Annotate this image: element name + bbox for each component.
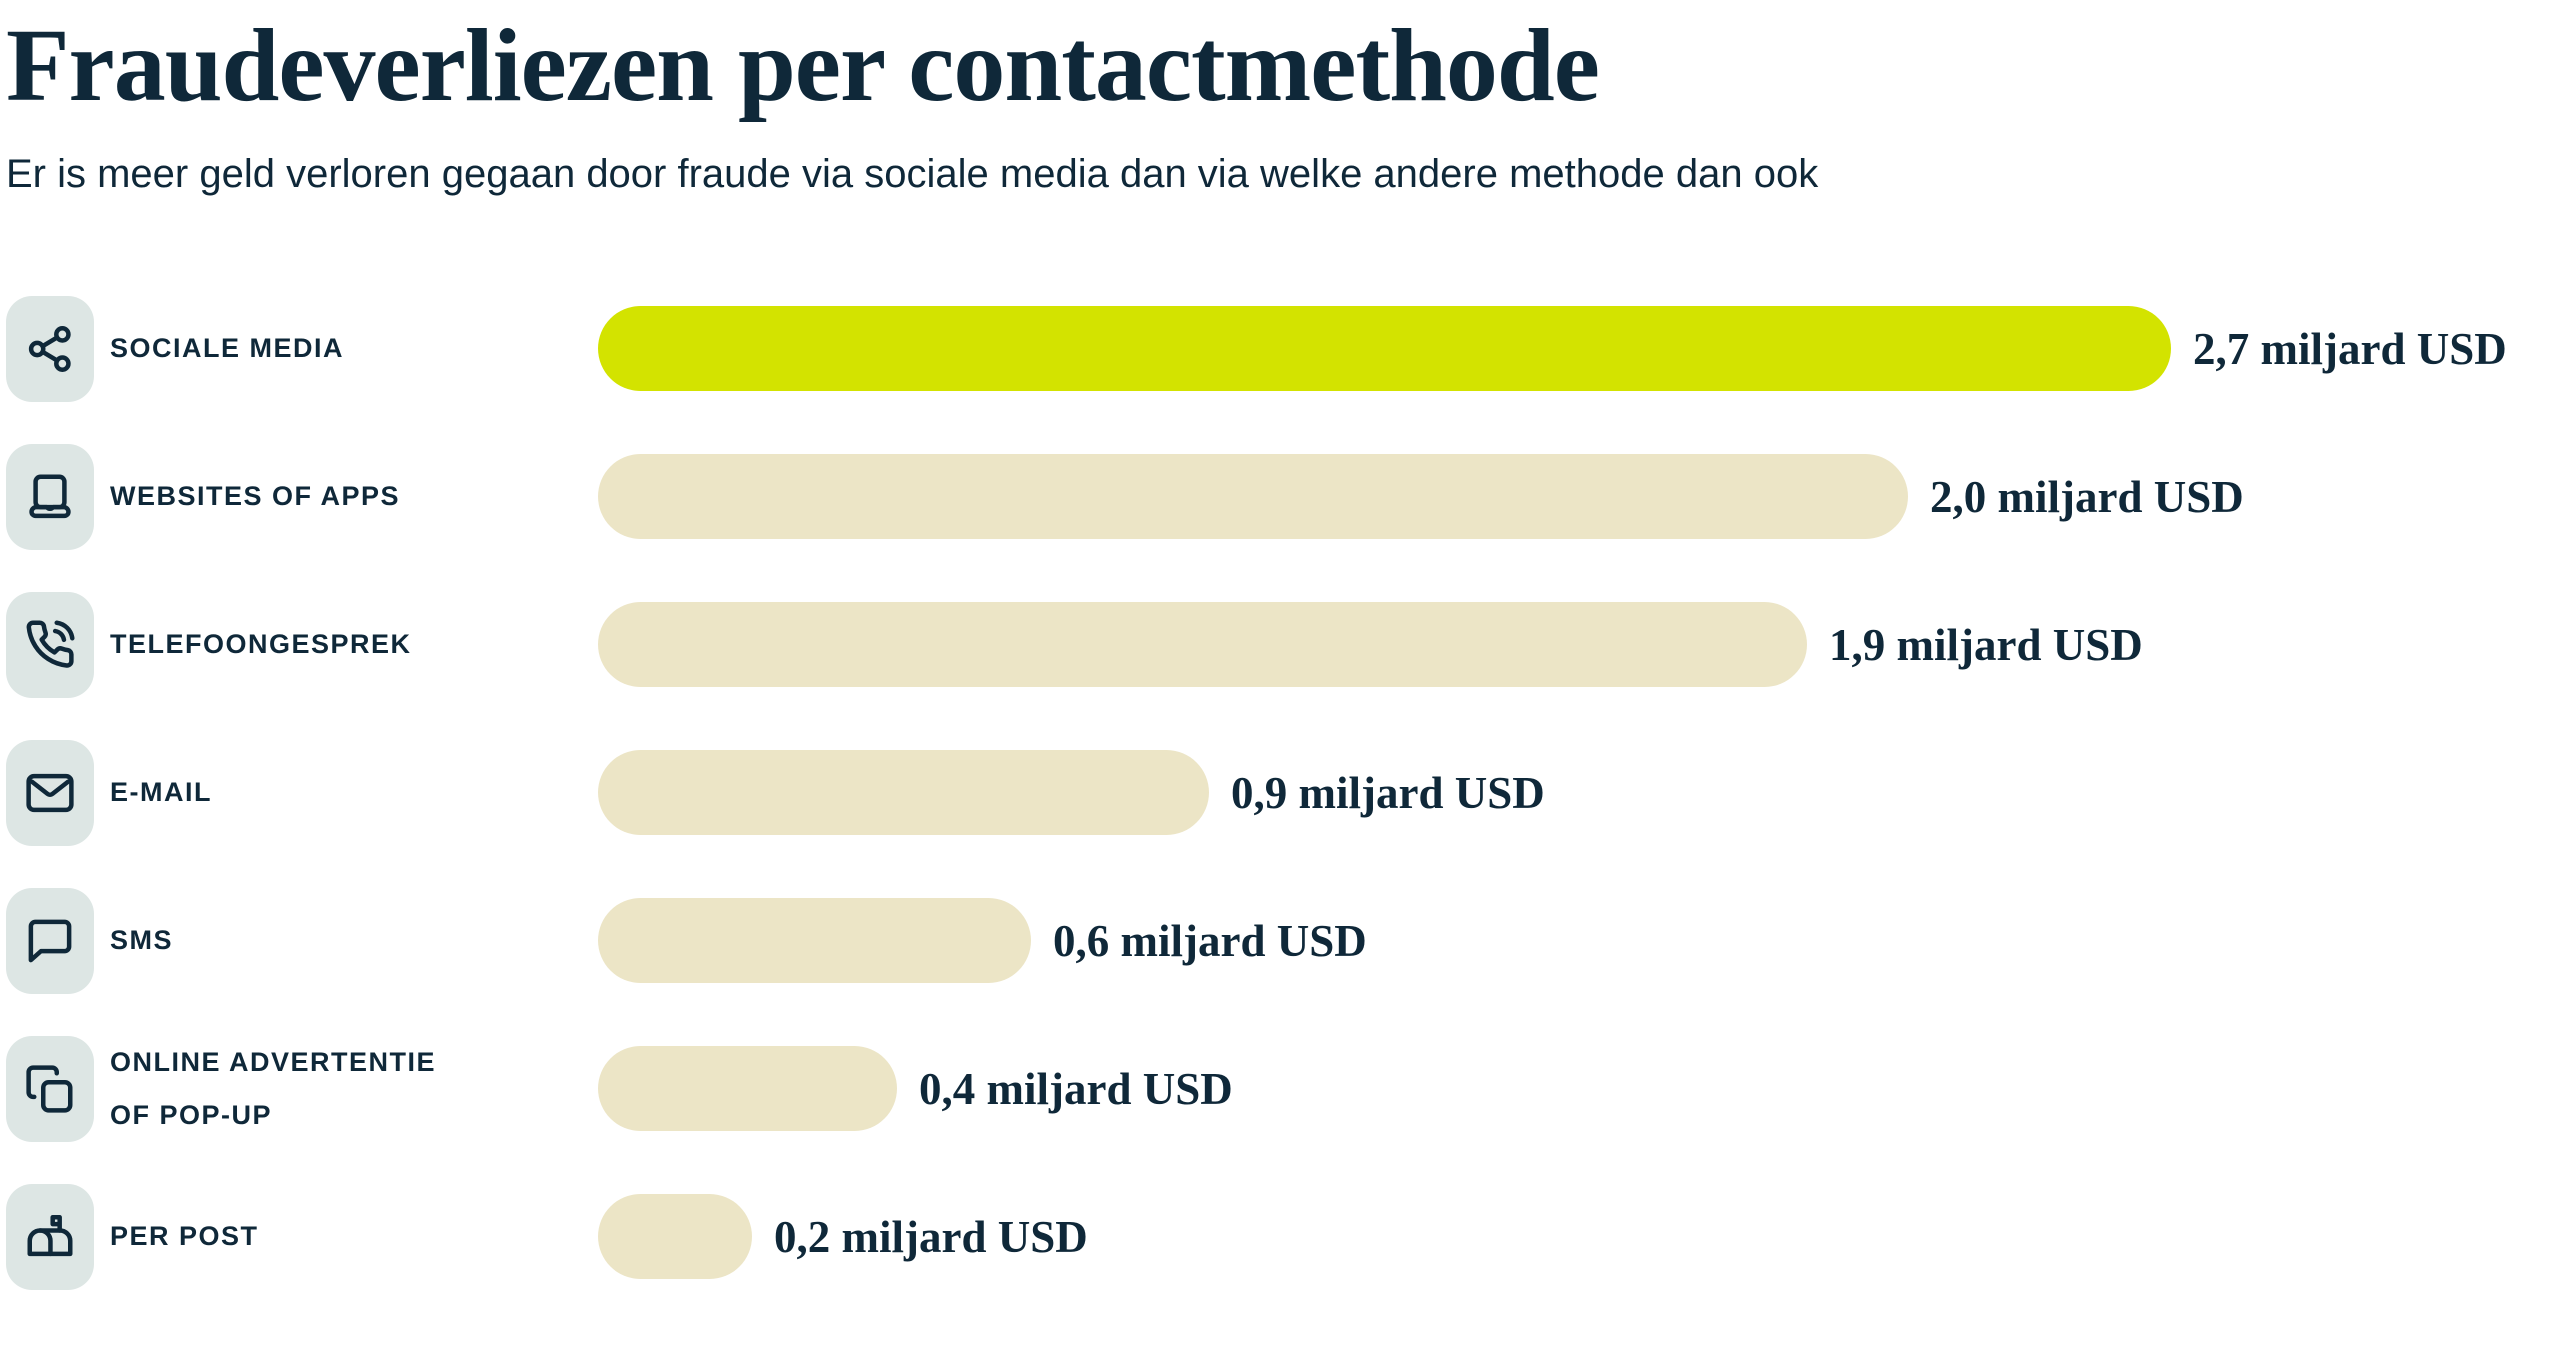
category-icon-chip — [6, 295, 94, 402]
bar-column: 0,9 miljard USD — [598, 750, 1545, 836]
speech-bubble-icon — [28, 919, 72, 962]
category-icon-chip — [6, 1183, 94, 1290]
chart-row-per-post: PER POST 0,2 miljard USD — [6, 1163, 2560, 1311]
category-label: WEBSITES OF APPS — [110, 481, 401, 512]
category-icon-chip — [6, 739, 94, 846]
bar-telefoongesprek — [598, 602, 1807, 688]
category-label-column: PER POST — [94, 1210, 598, 1263]
category-label: PER POST — [110, 1221, 259, 1252]
bar-column: 2,0 miljard USD — [598, 454, 2244, 540]
category-icon-chip — [6, 443, 94, 550]
value-label: 2,7 miljard USD — [2193, 323, 2507, 374]
bar-column: 2,7 miljard USD — [598, 306, 2507, 392]
mailbox-icon — [27, 1214, 73, 1256]
chart-row-e-mail: E-MAIL 0,9 miljard USD — [6, 719, 2560, 867]
value-label: 2,0 miljard USD — [1930, 471, 2244, 522]
category-label-column: E-MAIL — [94, 766, 598, 819]
category-label-column: WEBSITES OF APPS — [94, 470, 598, 523]
laptop-icon — [29, 474, 71, 518]
bar-column: 0,4 miljard USD — [598, 1046, 1233, 1132]
category-label-column: SMS — [94, 914, 598, 967]
bar-column: 0,2 miljard USD — [598, 1194, 1088, 1280]
copy-icon — [26, 1064, 73, 1113]
value-label: 1,9 miljard USD — [1829, 619, 2143, 670]
category-label: ONLINE ADVERTENTIE OF POP-UP — [110, 1046, 437, 1130]
chart-row-online-advertentie: ONLINE ADVERTENTIE OF POP-UP 0,4 miljard… — [6, 1015, 2560, 1163]
value-label: 0,4 miljard USD — [919, 1063, 1233, 1114]
bar-column: 1,9 miljard USD — [598, 602, 2143, 688]
category-label-column: ONLINE ADVERTENTIE OF POP-UP — [94, 1036, 598, 1141]
bar-column: 0,6 miljard USD — [598, 898, 1367, 984]
chart-row-sms: SMS 0,6 miljard USD — [6, 867, 2560, 1015]
bar-websites-of-apps — [598, 454, 1908, 540]
bar-per-post — [598, 1194, 752, 1280]
value-label: 0,9 miljard USD — [1231, 767, 1545, 818]
category-icon-chip — [6, 1035, 94, 1142]
category-label-column: TELEFOONGESPREK — [94, 618, 598, 671]
category-label-column: SOCIALE MEDIA — [94, 322, 598, 375]
chart-row-websites-of-apps: WEBSITES OF APPS 2,0 miljard USD — [6, 423, 2560, 571]
category-label: SMS — [110, 925, 174, 956]
value-label: 0,6 miljard USD — [1053, 915, 1367, 966]
chart-row-telefoongesprek: TELEFOONGESPREK 1,9 miljard USD — [6, 571, 2560, 719]
bar-sms — [598, 898, 1031, 984]
page-subtitle: Er is meer geld verloren gegaan door fra… — [6, 151, 1819, 196]
mail-icon — [26, 773, 74, 812]
bar-e-mail — [598, 750, 1209, 836]
category-icon-chip — [6, 887, 94, 994]
value-label: 0,2 miljard USD — [774, 1211, 1088, 1262]
bar-online-advertentie — [598, 1046, 897, 1132]
bar-sociale-media — [598, 306, 2171, 392]
page-title: Fraudeverliezen per contactmethode — [6, 8, 1600, 123]
category-label: E-MAIL — [110, 777, 212, 808]
chart-row-sociale-media: SOCIALE MEDIA 2,7 miljard USD — [6, 275, 2560, 423]
bar-chart: SOCIALE MEDIA 2,7 miljard USD WEBSITES O… — [6, 275, 2560, 1311]
category-label: SOCIALE MEDIA — [110, 333, 345, 364]
phone-call-icon — [26, 620, 75, 668]
share-nodes-icon — [28, 325, 71, 372]
category-label: TELEFOONGESPREK — [110, 629, 412, 660]
category-icon-chip — [6, 591, 94, 698]
